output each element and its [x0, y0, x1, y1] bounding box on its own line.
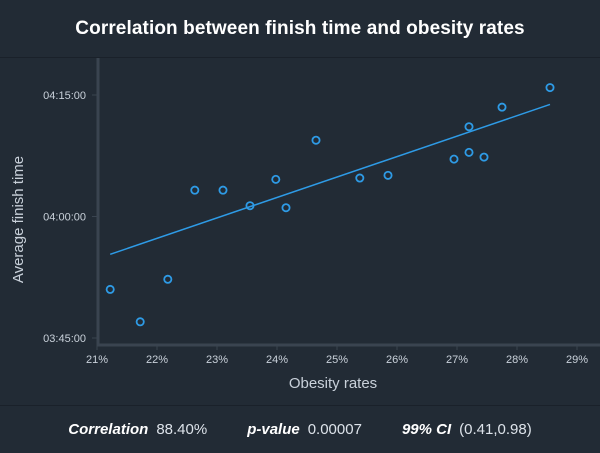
x-tick-label: 21%: [86, 354, 108, 366]
stat-ci-value: (0.41,0.98): [459, 421, 532, 438]
data-point: [545, 83, 555, 93]
data-point: [449, 154, 459, 164]
x-tick-label: 26%: [386, 354, 408, 366]
data-point: [383, 170, 393, 180]
x-tick-label: 22%: [146, 354, 168, 366]
data-point: [464, 147, 474, 157]
data-point: [311, 135, 321, 145]
stat-correlation: Correlation 88.40%: [68, 421, 207, 438]
x-tick-label: 28%: [506, 354, 528, 366]
data-point: [464, 122, 474, 132]
chart-title: Correlation between finish time and obes…: [75, 17, 525, 39]
x-tick-label: 25%: [326, 354, 348, 366]
data-point: [218, 185, 228, 195]
data-point: [105, 284, 115, 294]
y-tick-label: 04:15:00: [43, 90, 86, 102]
data-point: [135, 317, 145, 327]
y-tick-label: 04:00:00: [43, 212, 86, 224]
header-divider: [0, 57, 600, 58]
data-point: [281, 203, 291, 213]
data-point: [245, 201, 255, 211]
stat-ci-label: 99% CI: [401, 421, 452, 438]
stat-ci: 99% CI (0.41,0.98): [402, 421, 532, 438]
stat-pvalue-label: p-value: [247, 421, 300, 438]
data-point: [163, 274, 173, 284]
scatter-chart: 21% 22% 23% 24% 25% 26% 27% 28% 29% 03:45:00 04:00…: [10, 58, 600, 392]
data-point: [271, 174, 281, 184]
stat-correlation-label: Correlation: [68, 421, 149, 438]
data-point: [355, 173, 365, 183]
x-axis-label: Obesity rates: [289, 375, 377, 392]
data-point: [497, 102, 507, 112]
stat-pvalue: p-value 0.00007: [247, 421, 362, 438]
y-axis-label: Average finish time: [10, 156, 27, 283]
stat-correlation-value: 88.40%: [156, 421, 208, 438]
stats-footer: Correlation 88.40% p-value 0.00007 99% C…: [0, 406, 600, 453]
trend-line: [109, 103, 551, 256]
x-tick-label: 29%: [566, 354, 588, 366]
x-tick-label: 27%: [446, 354, 468, 366]
y-tick-label: 03:45:00: [43, 333, 86, 345]
footer-divider: [0, 405, 600, 406]
chart-header: Correlation between finish time and obes…: [0, 0, 600, 57]
x-tick-label: 24%: [266, 354, 288, 366]
data-point: [190, 185, 200, 195]
x-tick-label: 23%: [206, 354, 228, 366]
stat-pvalue-value: 0.00007: [307, 421, 362, 438]
data-point: [479, 152, 489, 162]
